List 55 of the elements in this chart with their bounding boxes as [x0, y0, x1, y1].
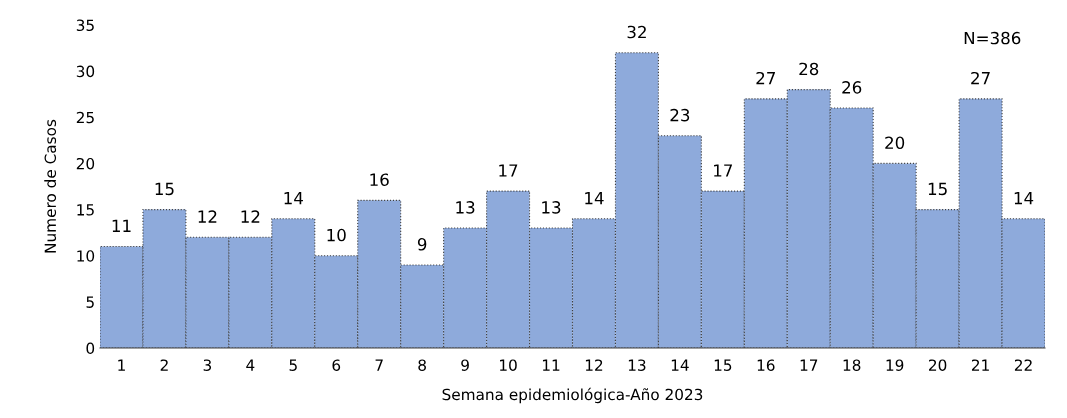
- x-axis-title: Semana epidemiológica-Año 2023: [442, 387, 703, 404]
- x-tick-label: 8: [418, 359, 426, 371]
- y-tick-label: 25: [76, 111, 94, 124]
- y-tick-label: 10: [77, 250, 95, 262]
- x-tick-label: 16: [757, 359, 775, 371]
- data-label: 17: [714, 164, 733, 177]
- data-label: 17: [499, 164, 518, 177]
- y-tick-label: 0: [86, 342, 95, 355]
- data-label: 28: [799, 62, 819, 76]
- data-label: 14: [1014, 192, 1034, 205]
- x-tick-label: 14: [671, 359, 689, 371]
- x-tick-label: 11: [542, 359, 560, 371]
- x-tick-label: 13: [628, 359, 646, 371]
- data-label: 26: [842, 81, 862, 94]
- x-tick-label: 12: [585, 359, 603, 371]
- y-tick-label: 30: [76, 65, 95, 78]
- x-tick-label: 19: [886, 359, 904, 371]
- x-tick-label: 7: [375, 359, 383, 371]
- annotation: N=386: [964, 31, 1021, 45]
- x-tick-label: 3: [203, 359, 212, 371]
- x-tick-label: 22: [1014, 359, 1032, 371]
- data-label: 11: [112, 219, 131, 232]
- x-tick-label: 17: [800, 359, 818, 371]
- data-label: 14: [585, 192, 604, 205]
- y-axis-title: Numero de Casos: [44, 119, 57, 253]
- data-label: 15: [928, 182, 947, 196]
- data-label: 27: [756, 71, 775, 85]
- x-tick-label: 10: [500, 359, 517, 371]
- x-tick-label: 2: [160, 359, 168, 371]
- x-tick-label: 9: [461, 359, 469, 371]
- x-tick-label: 18: [843, 359, 861, 371]
- data-label: 16: [370, 173, 389, 186]
- x-tick-label: 20: [929, 359, 947, 371]
- data-label: 27: [971, 71, 990, 85]
- data-label: 15: [155, 182, 174, 196]
- y-tick-label: 15: [77, 204, 94, 216]
- x-tick-label: 6: [332, 359, 341, 371]
- y-tick-label: 5: [86, 296, 94, 308]
- data-label: 10: [327, 228, 346, 242]
- data-label: 14: [284, 192, 303, 205]
- data-label: 32: [627, 25, 646, 39]
- x-tick-label: 1: [118, 359, 125, 371]
- y-tick-label: 20: [76, 157, 95, 170]
- data-label: 12: [198, 210, 217, 223]
- data-label: 12: [241, 210, 260, 223]
- x-tick-label: 4: [246, 359, 255, 371]
- y-tick-label: 35: [76, 19, 94, 32]
- x-tick-label: 21: [971, 359, 989, 371]
- x-tick-label: 5: [289, 359, 297, 371]
- x-tick-label: 15: [714, 359, 732, 371]
- data-label: 13: [456, 201, 475, 214]
- data-label: 20: [885, 136, 905, 150]
- data-label: 23: [670, 108, 690, 122]
- data-label: 13: [542, 201, 561, 214]
- data-label: 9: [417, 238, 427, 251]
